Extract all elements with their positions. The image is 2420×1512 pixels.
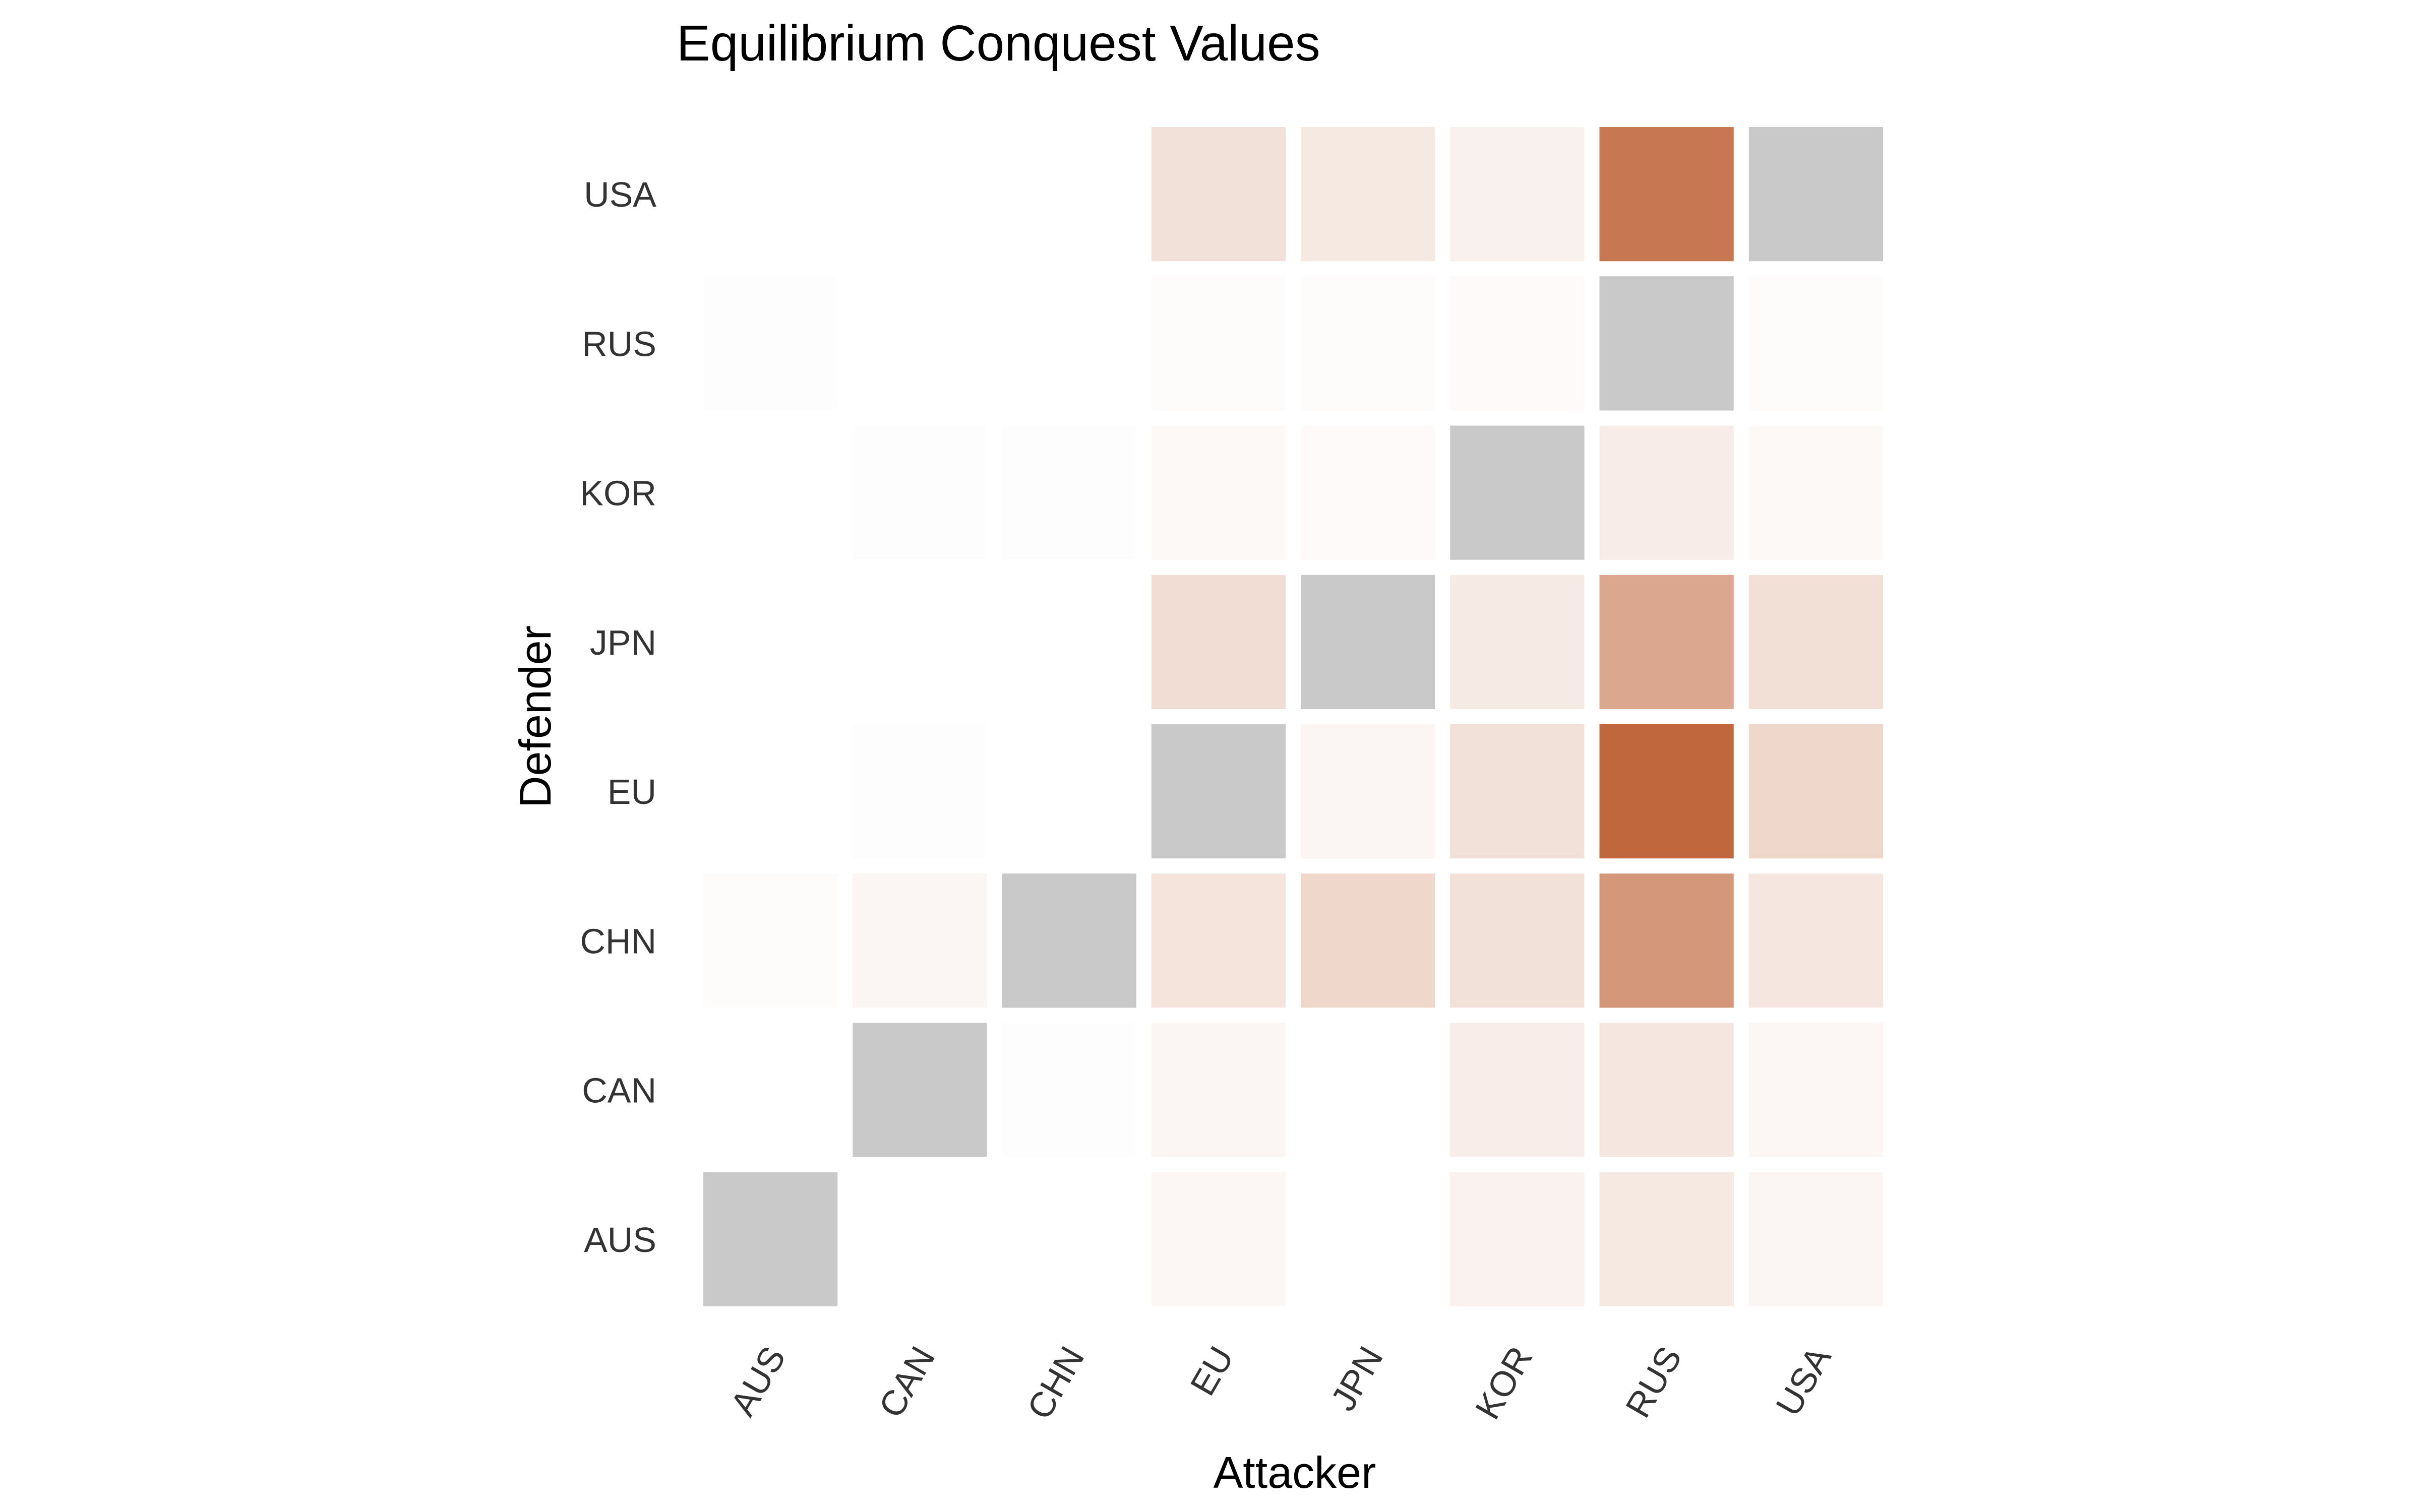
- y-tick-label-rus: RUS: [582, 324, 656, 363]
- heatmap-cell-eu-kor: [1151, 425, 1286, 560]
- heatmap-cells: [703, 127, 1883, 1306]
- heatmap-cell-chn-kor: [1002, 425, 1136, 560]
- heatmap-cell-eu-usa: [1151, 127, 1286, 262]
- heatmap-cell-rus-aus: [1599, 1172, 1734, 1306]
- y-tick-label-can: CAN: [582, 1071, 656, 1110]
- heatmap-cell-eu-rus: [1151, 276, 1286, 411]
- heatmap-cell-kor-chn: [1450, 873, 1585, 1008]
- heatmap-cell-kor-jpn: [1450, 575, 1585, 709]
- heatmap-cell-kor-usa: [1450, 127, 1585, 262]
- heatmap-cell-kor-kor: [1450, 425, 1585, 560]
- heatmap-cell-jpn-eu: [1301, 724, 1435, 859]
- y-tick-label-chn: CHN: [580, 921, 656, 961]
- y-tick-label-aus: AUS: [584, 1220, 656, 1259]
- heatmap-cell-can-kor: [853, 425, 987, 560]
- heatmap-cell-rus-rus: [1599, 276, 1734, 411]
- heatmap-cell-eu-chn: [1151, 873, 1286, 1008]
- heatmap-cell-usa-eu: [1748, 724, 1883, 859]
- chart-title: Equilibrium Conquest Values: [677, 15, 1320, 72]
- heatmap-cell-jpn-usa: [1301, 127, 1435, 262]
- heatmap-cell-rus-kor: [1599, 425, 1734, 560]
- heatmap-cell-kor-can: [1450, 1023, 1585, 1157]
- heatmap-cell-jpn-chn: [1301, 873, 1435, 1008]
- y-axis-ticks: AUS CAN CHN EU JPN KOR RUS USA: [580, 175, 656, 1259]
- heatmap-cell-eu-eu: [1151, 724, 1286, 859]
- y-tick-label-jpn: JPN: [590, 623, 656, 662]
- y-tick-label-usa: USA: [584, 175, 656, 214]
- heatmap-cell-can-can: [853, 1023, 987, 1157]
- heatmap-cell-kor-aus: [1450, 1172, 1585, 1306]
- heatmap-cell-rus-usa: [1599, 127, 1734, 262]
- x-axis-title: Attacker: [1214, 1447, 1376, 1497]
- heatmap-cell-chn-chn: [1002, 873, 1136, 1008]
- y-axis-title: Defender: [510, 625, 560, 808]
- heatmap-cell-usa-usa: [1748, 127, 1883, 262]
- heatmap-cell-rus-can: [1599, 1023, 1734, 1157]
- heatmap-cell-usa-jpn: [1748, 575, 1883, 709]
- heatmap-cell-jpn-rus: [1301, 276, 1435, 411]
- heatmap-cell-chn-can: [1002, 1023, 1136, 1157]
- heatmap-cell-rus-chn: [1599, 873, 1734, 1008]
- heatmap-cell-rus-jpn: [1599, 575, 1734, 709]
- heatmap-cell-aus-chn: [703, 873, 838, 1008]
- heatmap-cell-aus-aus: [703, 1172, 838, 1306]
- heatmap-cell-eu-can: [1151, 1023, 1286, 1157]
- heatmap-cell-usa-chn: [1748, 873, 1883, 1008]
- heatmap-cell-eu-aus: [1151, 1172, 1286, 1306]
- heatmap-cell-can-eu: [853, 724, 987, 859]
- heatmap-cell-jpn-kor: [1301, 425, 1435, 560]
- heatmap-cell-usa-kor: [1748, 425, 1883, 560]
- heatmap-cell-kor-eu: [1450, 724, 1585, 859]
- heatmap-cell-can-chn: [853, 873, 987, 1008]
- heatmap-cell-usa-can: [1748, 1023, 1883, 1157]
- heatmap-cell-aus-rus: [703, 276, 838, 411]
- heatmap-cell-kor-rus: [1450, 276, 1585, 411]
- y-tick-label-kor: KOR: [580, 474, 656, 513]
- heatmap-cell-rus-eu: [1599, 724, 1734, 859]
- heatmap-cell-eu-jpn: [1151, 575, 1286, 709]
- y-tick-label-eu: EU: [608, 772, 656, 811]
- heatmap-cell-jpn-jpn: [1301, 575, 1435, 709]
- heatmap-cell-can-aus: [853, 1172, 987, 1306]
- heatmap-cell-usa-aus: [1748, 1172, 1883, 1306]
- heatmap-cell-usa-rus: [1748, 276, 1883, 411]
